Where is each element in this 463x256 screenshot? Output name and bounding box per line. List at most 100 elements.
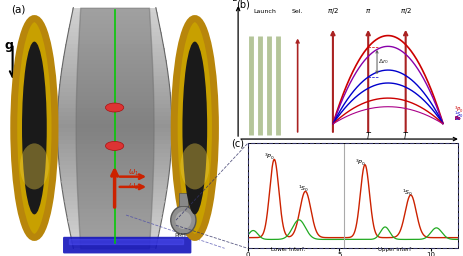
Text: Sel.: Sel. (292, 9, 303, 14)
Text: $S_0$: $S_0$ (454, 114, 462, 123)
Bar (59, 92, 170, 96)
Bar (57, 108, 172, 112)
Bar (59, 161, 170, 165)
Bar (71, 16, 158, 20)
Bar (72, 12, 157, 16)
Bar (62, 185, 167, 189)
Bar (64, 197, 165, 201)
Bar (57, 124, 172, 129)
Bar (58, 104, 171, 108)
Bar (58, 141, 171, 144)
Text: $^3P_0$: $^3P_0$ (355, 158, 366, 168)
Text: $^1S_0$: $^1S_0$ (454, 110, 463, 120)
Text: Upper interf: Upper interf (378, 247, 411, 252)
Bar (60, 80, 169, 84)
Bar (70, 20, 159, 24)
Bar (69, 28, 161, 32)
Text: Lower interf.: Lower interf. (271, 247, 305, 252)
Bar (61, 173, 169, 177)
Ellipse shape (181, 143, 209, 189)
Bar (58, 96, 171, 100)
Text: $P_0$: $P_0$ (454, 114, 462, 123)
Bar (58, 144, 171, 148)
Text: $P_0$: $P_0$ (454, 114, 462, 123)
Bar (64, 48, 165, 52)
Ellipse shape (14, 18, 55, 238)
Ellipse shape (22, 41, 47, 215)
Ellipse shape (106, 103, 124, 112)
Text: g: g (5, 39, 13, 52)
Bar (59, 88, 170, 92)
Text: $^3P_0$: $^3P_0$ (454, 105, 463, 115)
Bar (65, 44, 164, 48)
Bar (71, 233, 158, 237)
FancyBboxPatch shape (63, 237, 191, 253)
Text: I: I (19, 128, 23, 138)
Bar (61, 177, 168, 181)
Text: $\pi$: $\pi$ (365, 7, 371, 15)
Text: $\pi/2$: $\pi/2$ (327, 6, 339, 16)
Bar (63, 60, 167, 64)
Bar (66, 40, 163, 44)
Text: $\Delta r_0$: $\Delta r_0$ (378, 58, 389, 67)
Bar (62, 64, 167, 68)
Bar (63, 193, 166, 197)
Bar (69, 221, 161, 225)
Circle shape (171, 206, 196, 234)
Bar (60, 76, 169, 80)
Bar (73, 8, 156, 12)
Bar (66, 209, 163, 213)
Text: $\pi/2$: $\pi/2$ (400, 6, 412, 16)
Text: $T$: $T$ (365, 130, 372, 141)
Text: $P_0$: $P_0$ (454, 114, 462, 123)
Text: Launch: Launch (253, 9, 276, 14)
Bar (73, 245, 156, 248)
Bar (68, 217, 162, 221)
Bar (57, 136, 172, 141)
Text: I: I (200, 128, 204, 138)
Bar (60, 165, 169, 169)
Bar (72, 237, 157, 241)
Ellipse shape (20, 143, 49, 189)
Bar (57, 120, 172, 124)
Bar (179, 193, 188, 206)
Ellipse shape (106, 141, 124, 151)
Bar (68, 32, 162, 36)
Bar (63, 189, 167, 193)
Text: PMT: PMT (174, 233, 187, 238)
Text: (a): (a) (12, 5, 26, 15)
Bar (59, 84, 170, 88)
Text: $^3P_0$: $^3P_0$ (264, 152, 275, 163)
Text: $^1S_0$: $^1S_0$ (402, 188, 413, 198)
Text: (c): (c) (231, 138, 244, 148)
Bar (58, 100, 171, 104)
Bar (63, 56, 166, 60)
Bar (65, 201, 164, 205)
Text: $\omega_1$: $\omega_1$ (128, 168, 140, 178)
Bar (62, 181, 168, 185)
Circle shape (175, 211, 191, 229)
Text: B: B (203, 119, 209, 127)
Bar (61, 72, 169, 76)
Ellipse shape (182, 41, 207, 215)
Bar (62, 68, 168, 72)
Bar (67, 213, 162, 217)
Text: (b): (b) (236, 0, 250, 9)
Ellipse shape (174, 18, 215, 238)
Bar (57, 116, 172, 120)
Bar (64, 52, 165, 56)
Bar (70, 229, 159, 233)
Text: $P_0$: $P_0$ (454, 114, 462, 123)
Bar (69, 225, 160, 229)
Text: $S_0$: $S_0$ (454, 114, 462, 123)
Text: $\omega_2$: $\omega_2$ (128, 182, 140, 192)
Bar (57, 112, 172, 116)
Bar (73, 241, 156, 245)
Bar (60, 169, 169, 173)
Bar (58, 153, 171, 157)
Bar (69, 24, 160, 28)
Bar (58, 148, 171, 153)
Bar (59, 157, 170, 161)
Bar (67, 36, 163, 40)
Text: $T$: $T$ (402, 130, 409, 141)
